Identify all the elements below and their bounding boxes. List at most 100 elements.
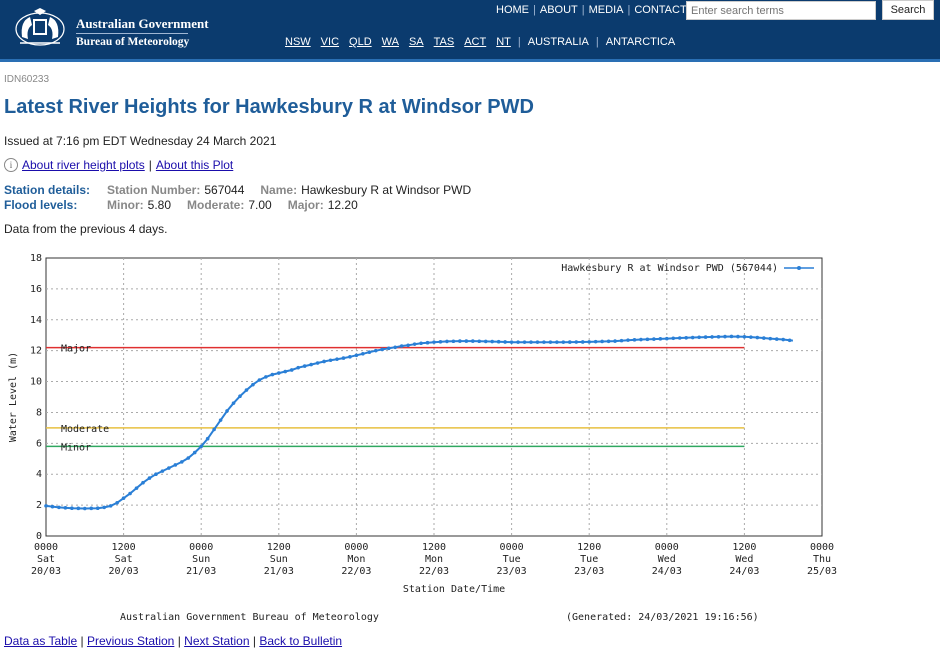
data-point: [63, 506, 68, 510]
data-point: [471, 339, 475, 343]
data-point: [322, 359, 326, 364]
data-point: [742, 334, 747, 339]
data-point: [632, 338, 637, 342]
data-point: [270, 372, 275, 377]
state-tas[interactable]: TAS: [433, 36, 455, 48]
about-river-height-link[interactable]: About river height plots: [22, 158, 145, 172]
nav-about[interactable]: ABOUT: [539, 4, 578, 16]
data-point: [160, 469, 165, 473]
data-point: [296, 365, 301, 370]
data-point: [95, 506, 100, 511]
region-australia[interactable]: AUSTRALIA: [527, 36, 589, 48]
about-plot-link[interactable]: About this Plot: [155, 158, 234, 172]
y-tick-label: 6: [36, 438, 42, 449]
site-header: Australian Government Bureau of Meteorol…: [0, 0, 940, 62]
nav-separator: |: [517, 36, 521, 48]
state-vic[interactable]: VIC: [320, 36, 340, 48]
data-point: [335, 357, 339, 361]
state-nsw[interactable]: NSW: [285, 36, 311, 48]
data-point: [639, 337, 643, 342]
data-point: [774, 337, 779, 341]
y-tick-label: 10: [30, 377, 42, 388]
x-tick-day: Wed: [658, 554, 676, 565]
data-as-table-link[interactable]: Data as Table: [4, 634, 78, 648]
bureau-name: Bureau of Meteorology: [76, 36, 190, 48]
coat-of-arms-logo[interactable]: [12, 7, 68, 51]
data-point: [438, 339, 443, 344]
nav-media[interactable]: MEDIA: [588, 4, 624, 16]
nav-contacts[interactable]: CONTACTS: [634, 4, 695, 16]
y-axis-label: Water Level (m): [8, 352, 19, 442]
data-point: [593, 339, 598, 344]
data-point: [658, 337, 663, 341]
data-point: [548, 340, 553, 344]
state-wa[interactable]: WA: [381, 36, 399, 48]
data-period-text: Data from the previous 4 days.: [4, 222, 168, 236]
x-tick-label: 1200: [732, 542, 756, 553]
data-point: [238, 394, 242, 399]
x-tick-label: 0000: [344, 542, 368, 553]
data-point: [665, 336, 669, 341]
search-button[interactable]: Search: [882, 0, 934, 20]
data-point: [367, 350, 372, 355]
data-point: [568, 340, 572, 344]
data-point: [529, 340, 533, 344]
header-bottom-bar: [0, 59, 940, 62]
data-point: [729, 334, 734, 339]
data-point: [141, 480, 145, 485]
search-input[interactable]: [686, 1, 876, 20]
data-point: [619, 338, 624, 343]
data-point: [697, 335, 701, 340]
flood-levels-row: Flood levels: Minor: 5.80 Moderate: 7.00…: [4, 198, 487, 213]
data-point: [509, 340, 514, 344]
moderate-label: Moderate:: [187, 198, 245, 212]
data-point: [89, 506, 94, 511]
next-station-link[interactable]: Next Station: [184, 634, 250, 648]
data-point: [121, 496, 126, 500]
x-tick-date: 20/03: [109, 566, 139, 577]
y-tick-label: 18: [30, 253, 42, 264]
station-number-value: 567044: [204, 183, 245, 197]
station-name-value: Hawkesbury R at Windsor PWD: [301, 183, 472, 197]
state-act[interactable]: ACT: [464, 36, 487, 48]
x-tick-day: Sun: [192, 554, 210, 565]
info-icon: i: [4, 158, 18, 172]
data-point: [315, 361, 320, 365]
station-details: Station details: Station Number: 567044 …: [4, 183, 487, 213]
gov-divider: [76, 33, 188, 34]
data-point: [244, 388, 249, 392]
x-tick-label: 0000: [810, 542, 834, 553]
data-point: [684, 335, 688, 340]
station-row: Station details: Station Number: 567044 …: [4, 183, 487, 198]
chart-generated: (Generated: 24/03/2021 19:16:56): [566, 612, 759, 623]
x-tick-label: 0000: [655, 542, 679, 553]
y-tick-label: 16: [30, 284, 42, 295]
data-point: [134, 486, 139, 490]
station-name-label: Name:: [260, 183, 298, 197]
data-point: [580, 340, 585, 344]
state-sa[interactable]: SA: [408, 36, 424, 48]
data-point: [380, 347, 385, 352]
data-point: [128, 491, 132, 496]
x-tick-day: Tue: [580, 554, 598, 565]
data-point: [787, 338, 792, 343]
state-nt[interactable]: NT: [496, 36, 511, 48]
back-to-bulletin-link[interactable]: Back to Bulletin: [259, 634, 343, 648]
data-point: [716, 334, 721, 339]
data-point: [600, 339, 604, 344]
minor-label: Minor:: [107, 198, 144, 212]
nav-home[interactable]: HOME: [496, 4, 529, 16]
data-point: [264, 375, 268, 379]
data-point: [496, 339, 501, 344]
data-point: [309, 362, 313, 367]
x-tick-day: Mon: [425, 554, 443, 565]
data-point: [535, 340, 540, 344]
data-point: [154, 472, 158, 477]
previous-station-link[interactable]: Previous Station: [86, 634, 175, 648]
x-tick-label: 1200: [267, 542, 291, 553]
region-antarctica[interactable]: ANTARCTICA: [605, 36, 676, 48]
data-point: [257, 378, 262, 382]
state-qld[interactable]: QLD: [349, 36, 372, 48]
data-point: [199, 444, 203, 449]
